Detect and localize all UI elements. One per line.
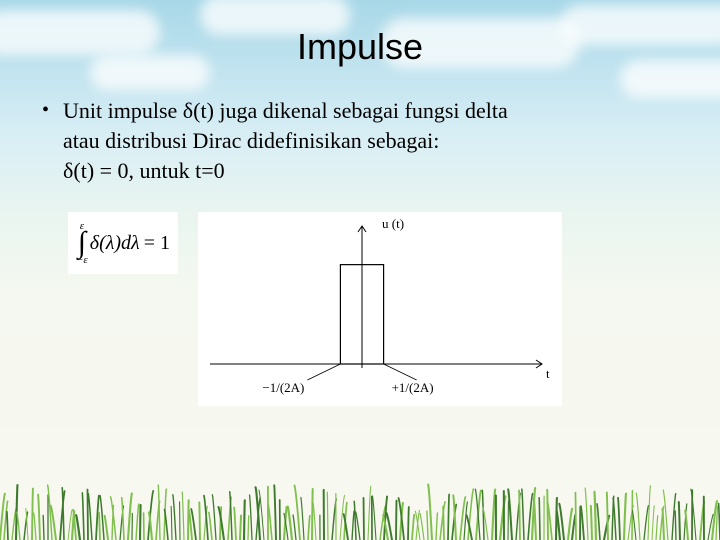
bullet-item: • Unit impulse δ(t) juga dikenal sebagai… <box>42 96 682 186</box>
svg-text:−1/(2A): −1/(2A) <box>262 380 304 395</box>
bullet-line-2: atau distribusi Dirac didefinisikan seba… <box>63 126 508 156</box>
integral-lower-limit: −ε <box>76 254 88 266</box>
impulse-plot-svg: u (t) t −1/(2A) +1/(2A) <box>200 214 560 404</box>
bullet-text: Unit impulse δ(t) juga dikenal sebagai f… <box>63 96 508 186</box>
slide-title: Impulse <box>38 26 682 68</box>
impulse-plot: u (t) t −1/(2A) +1/(2A) <box>198 212 562 406</box>
equation-rhs: = 1 <box>144 232 170 255</box>
integral-symbol: ε ∫ −ε <box>76 220 88 266</box>
svg-text:u (t): u (t) <box>382 216 404 231</box>
integrand: δ(λ)dλ <box>90 232 140 255</box>
bullet-line-3: δ(t) = 0, untuk t=0 <box>63 156 508 186</box>
svg-text:t: t <box>546 366 550 381</box>
bullet-marker: • <box>42 96 49 124</box>
bullet-line-1: Unit impulse δ(t) juga dikenal sebagai f… <box>63 98 508 123</box>
svg-text:+1/(2A): +1/(2A) <box>392 380 434 395</box>
equation-box: ε ∫ −ε δ(λ)dλ = 1 <box>68 212 178 274</box>
